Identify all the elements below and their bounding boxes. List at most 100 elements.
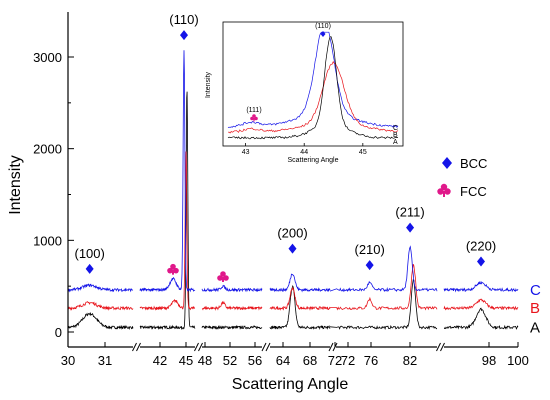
y-axis: 0 1000 2000 3000 bbox=[33, 50, 74, 340]
y-axis-title: Intensity bbox=[7, 155, 24, 215]
peak-markers: (100) (110) (200) (210) (211) (220) bbox=[74, 12, 496, 282]
legend-fcc-label: FCC bbox=[460, 184, 487, 199]
bcc-diamond-marker bbox=[288, 243, 297, 254]
axis-break-mark bbox=[440, 342, 445, 352]
peak-label: (211) bbox=[395, 205, 424, 220]
trace-B bbox=[443, 298, 519, 311]
club-lobe bbox=[220, 271, 226, 277]
trace-C bbox=[201, 284, 263, 293]
trace-A bbox=[443, 307, 519, 331]
sample-label-A: A bbox=[530, 319, 540, 336]
inset-trace-A bbox=[227, 36, 398, 140]
club-stem bbox=[253, 118, 255, 122]
inset-frame bbox=[222, 21, 404, 147]
bcc-diamond-marker bbox=[180, 30, 188, 41]
inset-x-tick-label: 43 bbox=[242, 149, 250, 156]
inset-peak-111: (111) bbox=[246, 107, 261, 114]
x-tick-label: 68 bbox=[303, 353, 317, 368]
x-tick-label: 48 bbox=[198, 353, 212, 368]
x-tick-label: 56 bbox=[248, 353, 262, 368]
club-stem bbox=[172, 269, 174, 275]
peak-label: (100) bbox=[74, 246, 104, 261]
club-lobe bbox=[250, 116, 254, 121]
bcc-diamond-marker bbox=[85, 263, 94, 274]
trace-C bbox=[443, 280, 519, 293]
inset-plot: 43 44 45 CBA Intensity Scattering Angle (11… bbox=[205, 21, 404, 164]
trace-A bbox=[67, 312, 134, 330]
club-lobe bbox=[254, 116, 258, 121]
x-tick-label: 72 bbox=[341, 353, 355, 368]
trace-B bbox=[269, 286, 331, 311]
axis-break-mark bbox=[198, 342, 203, 352]
trace-A bbox=[329, 279, 438, 331]
x-tick-label: 42 bbox=[153, 353, 167, 368]
trace-C bbox=[67, 283, 134, 293]
inset-fcc-club bbox=[250, 114, 258, 122]
x-tick-label: 30 bbox=[61, 353, 75, 368]
inset-peak-110: (110) bbox=[315, 23, 331, 30]
trace-B bbox=[67, 301, 134, 311]
inset-series-label-B: B bbox=[393, 132, 398, 139]
peak-label: (110) bbox=[169, 12, 198, 27]
trace-B bbox=[139, 151, 196, 311]
trace-A bbox=[201, 324, 263, 330]
y-tick-label: 3000 bbox=[33, 50, 62, 65]
club-lobe bbox=[173, 267, 179, 274]
inset-x-tick-label: 44 bbox=[300, 149, 308, 156]
axis-break-mark bbox=[136, 342, 141, 352]
inset-y-title: Intensity bbox=[205, 71, 212, 98]
x-tick-label: 52 bbox=[223, 353, 237, 368]
bcc-diamond-marker bbox=[365, 260, 374, 271]
x-tick-label: 64 bbox=[276, 353, 290, 368]
x-tick-label: 82 bbox=[403, 353, 417, 368]
trace-C bbox=[329, 245, 438, 293]
legend: BCC FCC bbox=[437, 156, 487, 199]
fcc-legend-club bbox=[437, 183, 451, 197]
inset-trace-B bbox=[227, 60, 399, 134]
bcc-legend-diamond bbox=[442, 157, 452, 169]
peak-label: (200) bbox=[277, 226, 307, 241]
x-tick-label: 98 bbox=[482, 353, 496, 368]
sample-label-B: B bbox=[530, 300, 540, 317]
bcc-diamond-marker bbox=[477, 256, 485, 267]
fcc-club-marker bbox=[217, 271, 229, 282]
peak-label: (210) bbox=[354, 242, 384, 257]
fcc-club-marker bbox=[167, 263, 179, 275]
y-tick-label: 2000 bbox=[33, 142, 62, 157]
x-tick-label: 72 bbox=[328, 353, 342, 368]
inset-x-title: Scattering Angle bbox=[288, 157, 339, 164]
inset-trace-C bbox=[227, 31, 399, 129]
trace-B bbox=[201, 300, 263, 311]
inset-traces: 43 44 45 CBA bbox=[227, 31, 399, 156]
sample-label-C: C bbox=[530, 282, 541, 299]
diffraction-traces bbox=[67, 50, 519, 331]
club-lobe bbox=[217, 275, 223, 281]
x-tick-label: 45 bbox=[179, 353, 193, 368]
axis-break-mark bbox=[436, 342, 441, 352]
club-lobe bbox=[170, 263, 176, 270]
inset-bcc-diamond bbox=[320, 31, 326, 37]
axis-break-mark bbox=[261, 342, 267, 352]
inset-x-tick-label: 45 bbox=[359, 149, 367, 156]
inset-series-label-A: A bbox=[393, 139, 398, 146]
trace-C bbox=[269, 273, 331, 293]
y-tick-label: 1000 bbox=[33, 233, 62, 248]
x-tick-label: 31 bbox=[98, 353, 112, 368]
legend-bcc-label: BCC bbox=[460, 156, 487, 171]
axis-break-mark bbox=[194, 342, 199, 352]
x-axis-title: Scattering Angle bbox=[232, 376, 349, 393]
axis-break-mark bbox=[132, 342, 137, 352]
inset-series-label-C: C bbox=[393, 125, 398, 132]
club-lobe bbox=[167, 267, 173, 274]
trace-C bbox=[139, 50, 196, 293]
bcc-diamond-marker bbox=[406, 222, 415, 233]
club-stem bbox=[222, 277, 224, 282]
x-tick-label: 100 bbox=[507, 353, 529, 368]
axis-break-mark bbox=[265, 342, 271, 352]
trace-A bbox=[269, 285, 331, 331]
y-tick-label: 0 bbox=[55, 325, 62, 340]
axis-break-mark bbox=[328, 342, 334, 352]
